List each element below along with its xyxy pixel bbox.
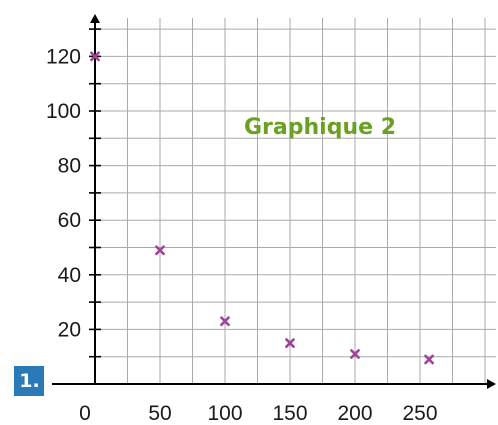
x-tick-label: 250 <box>402 402 437 425</box>
x-tick-label: 100 <box>207 402 242 425</box>
data-point <box>285 338 295 348</box>
x-tick-label: 200 <box>337 402 372 425</box>
data-point <box>424 354 435 365</box>
exercise-number-badge: 1. <box>14 366 44 396</box>
y-tick-label: 120 <box>46 45 81 68</box>
y-axis-arrow <box>90 14 100 23</box>
y-tick-label: 60 <box>58 209 81 232</box>
x-tick-label: 50 <box>148 402 171 425</box>
data-point <box>155 245 165 256</box>
y-tick-label: 100 <box>46 100 81 123</box>
tick-labels: 20 40 60 80 100 120 0 50 100 150 200 250 <box>46 45 438 425</box>
grid <box>95 18 496 384</box>
data-point <box>220 316 230 327</box>
data-point <box>350 349 360 359</box>
y-tick-label: 20 <box>58 318 81 341</box>
x-tick-label: 0 <box>79 402 91 425</box>
axes <box>52 14 496 389</box>
chart-title: Graphique 2 <box>244 115 396 140</box>
y-tick-label: 40 <box>58 264 81 287</box>
x-axis-arrow <box>487 379 496 389</box>
y-tick-label: 80 <box>58 155 81 178</box>
data-points <box>90 51 435 365</box>
data-point <box>90 51 100 62</box>
x-tick-label: 150 <box>272 402 307 425</box>
